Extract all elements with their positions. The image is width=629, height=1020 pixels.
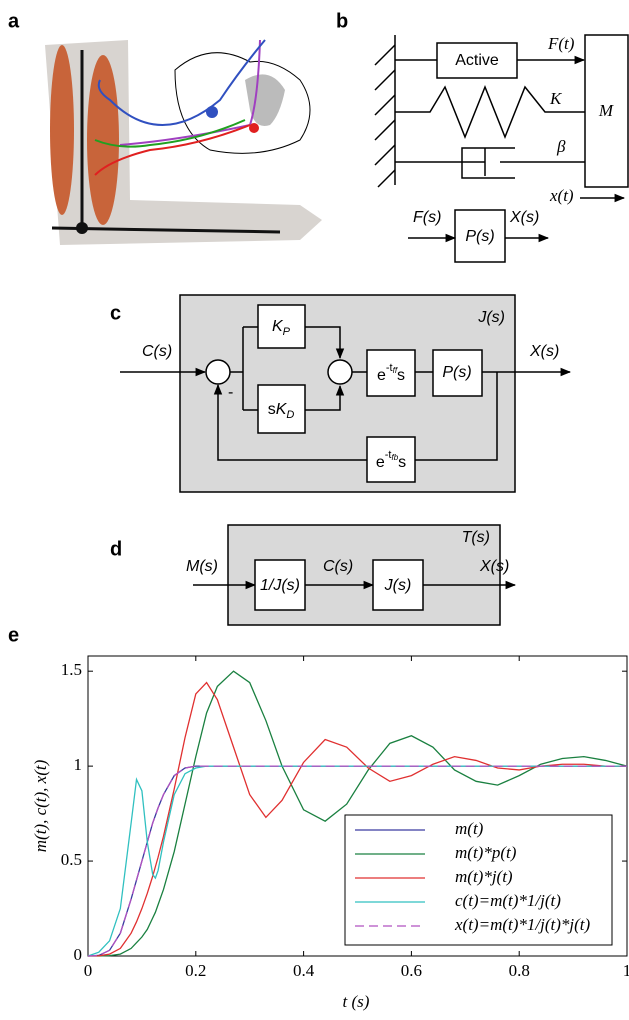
signal-label: C(s)	[323, 558, 353, 575]
signal-label: C(s)	[142, 343, 172, 360]
minus-sign: -	[228, 384, 233, 401]
legend: m(t) m(t)*p(t) m(t)*j(t) c(t)=m(t)*1/j(t) x(…	[344, 814, 613, 946]
panel-label: c	[110, 302, 121, 324]
system-label: T(s)	[462, 529, 490, 546]
block-label: KP	[272, 318, 291, 338]
label-part: e	[377, 367, 386, 384]
label-part: s	[397, 367, 405, 384]
legend-label: m(t)	[455, 819, 484, 838]
arm-illustration	[45, 39, 322, 245]
signal-label: M(s)	[186, 558, 218, 575]
legend-box	[344, 814, 613, 946]
legend-label: x(t)=m(t)*1/j(t)*j(t)	[454, 915, 590, 934]
label-part: e	[376, 454, 385, 471]
block-label: sKD	[268, 401, 295, 421]
x-axis-label: t (s)	[343, 992, 370, 1011]
force-label: F(t)	[547, 34, 575, 53]
block-label: e-tffs	[377, 362, 405, 384]
legend-label: m(t)*p(t)	[455, 843, 517, 862]
panel-label: e	[8, 624, 19, 646]
signal-label: X(s)	[529, 343, 559, 360]
x-tick-label: 0.2	[185, 961, 206, 980]
block-label: J(s)	[384, 577, 412, 594]
x-tick-label: 1	[623, 961, 629, 980]
y-tick-label: 1.5	[61, 660, 82, 679]
position-label: x(t)	[549, 186, 574, 205]
y-tick-label: 1	[74, 755, 83, 774]
series-line	[87, 681, 627, 957]
x-tick-label: 0	[84, 961, 93, 980]
x-tick-label: 0.8	[509, 961, 530, 980]
panel-label: b	[336, 10, 348, 32]
panel-d: T(s) M(s) 1/J(s) C(s) J(s) X(s)	[186, 524, 517, 626]
x-tick-label: 0.6	[401, 961, 422, 980]
panel-label: a	[8, 10, 20, 32]
label-part: P	[283, 326, 291, 338]
panel-c: J(s) C(s) - KP sKD e-tffs P(s) X(s) e-tf…	[120, 294, 572, 493]
damper-label: β	[556, 137, 566, 156]
signal-label: X(s)	[509, 209, 539, 226]
block-label: Active	[455, 52, 499, 69]
y-axis-label: m(t), c(t), x(t)	[31, 759, 50, 852]
label-part: D	[286, 409, 294, 421]
line-chart: t (s) m(t), c(t), x(t) 0 0.5 1 1.5 0 0.2 0.4 0.…	[31, 655, 629, 1011]
panel-label: d	[110, 538, 122, 560]
spring-label: K	[549, 89, 563, 108]
label-part: fb	[391, 453, 398, 462]
system-label: J(s)	[477, 309, 505, 326]
series-line	[87, 765, 627, 957]
signal-label: F(s)	[413, 209, 441, 226]
block-label: P(s)	[465, 228, 494, 245]
x-tick-label: 0.4	[293, 961, 315, 980]
block-label: e-tfbs	[376, 449, 406, 471]
y-tick-label: 0	[74, 945, 83, 964]
label-part: -t	[385, 449, 392, 461]
series-line	[88, 670, 628, 957]
legend-label: c(t)=m(t)*1/j(t)	[455, 891, 561, 910]
panel-labels: a b c d e	[8, 10, 348, 646]
label-part: s	[398, 454, 406, 471]
panel-b: Active F(t) M K β x(t) P(s) F(s) X(s)	[374, 34, 629, 263]
label-part: K	[272, 318, 284, 335]
legend-label: m(t)*j(t)	[455, 867, 513, 886]
block-label: 1/J(s)	[260, 577, 300, 594]
label-part: s	[268, 401, 276, 418]
mass-label: M	[598, 101, 614, 120]
y-tick-label: 0.5	[61, 850, 82, 869]
label-part: K	[276, 401, 288, 418]
label-part: ff	[393, 366, 398, 375]
block-label: P(s)	[442, 364, 471, 381]
label-part: -t	[386, 362, 393, 374]
signal-label: X(s)	[479, 558, 509, 575]
